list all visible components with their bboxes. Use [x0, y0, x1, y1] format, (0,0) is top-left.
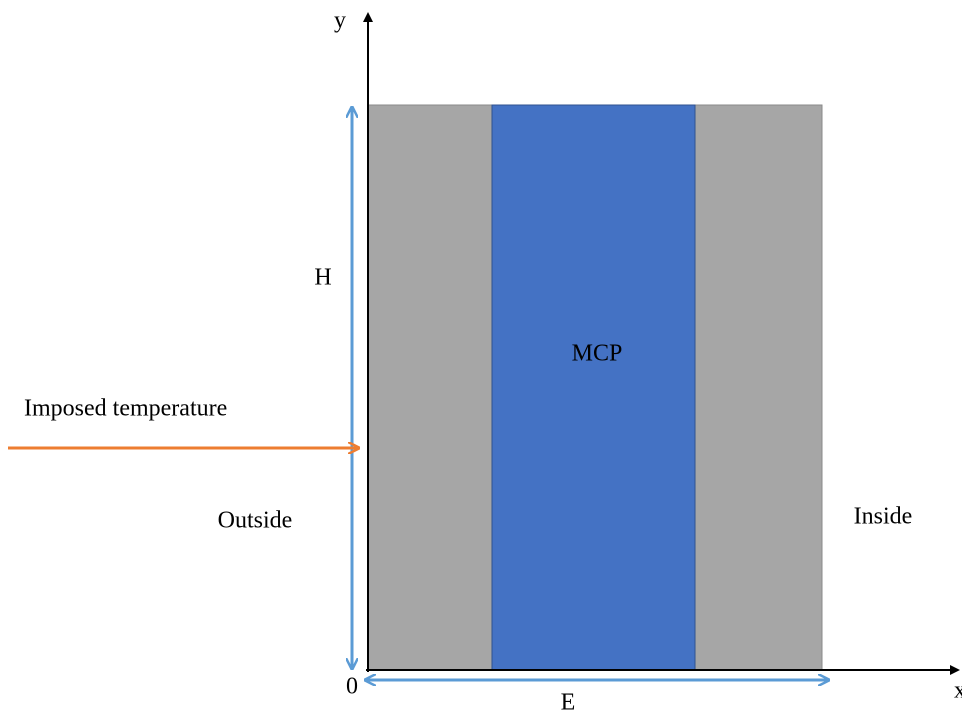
height-label: H — [314, 265, 331, 291]
origin-label: 0 — [346, 674, 358, 700]
left-wall-layer — [367, 104, 493, 671]
x-axis-label: x — [954, 678, 962, 704]
inside-label: Inside — [854, 504, 913, 530]
boundary-label: Imposed temperature — [24, 396, 227, 422]
right-wall-layer — [694, 104, 823, 671]
outside-label: Outside — [218, 508, 293, 534]
y-axis-label: y — [334, 8, 346, 34]
width-label: E — [561, 690, 576, 714]
mcp-layer — [491, 104, 696, 671]
mcp-label: MCP — [572, 341, 623, 367]
